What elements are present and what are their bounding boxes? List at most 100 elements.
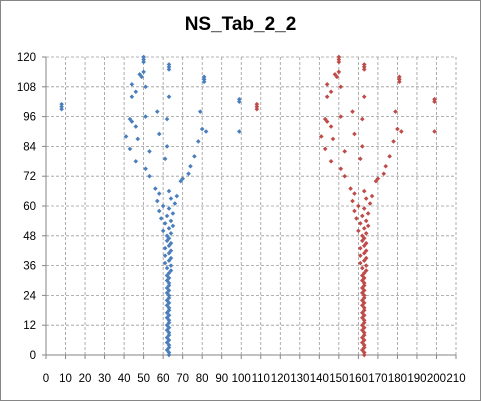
data-point: [348, 186, 353, 191]
data-point: [361, 64, 367, 70]
data-point: [164, 213, 170, 219]
data-point: [166, 206, 172, 211]
data-point: [180, 176, 186, 182]
y-tick-label: 12: [23, 320, 36, 332]
data-point: [361, 345, 367, 350]
x-tick-label: 150: [329, 373, 348, 385]
data-point: [359, 265, 365, 271]
data-point: [168, 248, 174, 254]
data-point: [322, 146, 328, 152]
data-point: [156, 191, 162, 196]
data-point: [324, 94, 330, 100]
data-point: [59, 101, 65, 107]
data-point: [201, 79, 207, 85]
data-point: [396, 76, 402, 82]
y-tick-label: 60: [23, 201, 36, 213]
data-point: [363, 196, 369, 201]
x-tick-label: 40: [118, 373, 131, 385]
data-point: [367, 201, 373, 206]
data-point: [129, 81, 135, 87]
data-point: [188, 163, 193, 169]
data-point: [359, 116, 365, 122]
data-point: [363, 230, 369, 236]
data-point: [361, 352, 367, 358]
y-tick-label: 48: [23, 231, 36, 243]
data-point: [141, 57, 147, 62]
x-tick-label: 140: [310, 373, 329, 385]
data-point: [135, 136, 141, 142]
data-point: [166, 188, 172, 194]
data-point: [363, 218, 369, 224]
data-point: [133, 124, 139, 129]
y-tick-label: 120: [17, 52, 36, 64]
data-point: [162, 245, 168, 251]
data-point: [162, 156, 168, 162]
data-point: [199, 126, 205, 132]
data-point: [166, 307, 172, 313]
grid-lines: [46, 56, 457, 355]
x-tick-label: 30: [98, 373, 111, 385]
data-point: [357, 221, 363, 226]
data-point: [391, 139, 396, 144]
data-point: [191, 153, 197, 159]
data-point: [168, 218, 174, 224]
data-point: [336, 69, 342, 75]
data-point: [162, 253, 168, 259]
data-point: [186, 171, 191, 177]
data-point: [363, 268, 369, 273]
data-point: [170, 223, 176, 229]
data-point: [342, 148, 348, 154]
data-point: [328, 124, 334, 129]
data-point: [361, 94, 367, 100]
x-tick-label: 50: [137, 373, 150, 385]
data-point: [432, 96, 437, 102]
data-point: [166, 64, 172, 70]
x-tick-label: 160: [349, 373, 368, 385]
data-point: [166, 94, 172, 100]
axes: [42, 56, 457, 359]
data-point: [156, 208, 162, 214]
data-point: [361, 320, 367, 326]
x-tick-label: 130: [290, 373, 309, 385]
data-point: [324, 81, 330, 87]
y-tick-label: 84: [23, 141, 36, 153]
data-point: [154, 109, 160, 115]
data-point: [361, 225, 367, 231]
data-point: [156, 131, 162, 137]
data-point: [365, 223, 371, 229]
data-point: [338, 84, 344, 90]
data-point: [336, 59, 342, 65]
data-point: [197, 109, 203, 115]
data-point: [195, 139, 201, 144]
data-point: [396, 74, 402, 80]
data-point: [174, 193, 180, 199]
data-point: [363, 255, 369, 261]
x-tick-label: 90: [215, 373, 228, 385]
y-tick-label: 72: [23, 171, 36, 183]
data-point: [328, 158, 334, 164]
x-tick-label: 190: [407, 373, 426, 385]
data-point: [147, 173, 152, 179]
data-point: [350, 109, 355, 115]
y-tick-label: 24: [23, 290, 36, 302]
data-point: [393, 109, 398, 115]
data-point: [168, 263, 174, 268]
x-tick-label: 60: [157, 373, 170, 385]
chart-title: NS_Tab_2_2: [184, 14, 297, 35]
data-point: [359, 213, 365, 219]
series-1: [59, 54, 242, 358]
data-point: [328, 89, 334, 95]
x-tick-label: 100: [232, 373, 251, 385]
data-point: [355, 228, 361, 234]
data-point: [59, 104, 65, 110]
data-point: [236, 96, 242, 102]
data-point: [363, 248, 369, 254]
data-point: [236, 99, 242, 105]
data-point: [127, 146, 133, 152]
data-point: [361, 206, 367, 211]
series-2: [254, 54, 437, 358]
data-point: [352, 208, 357, 214]
data-point: [143, 114, 148, 119]
data-point: [383, 163, 389, 169]
